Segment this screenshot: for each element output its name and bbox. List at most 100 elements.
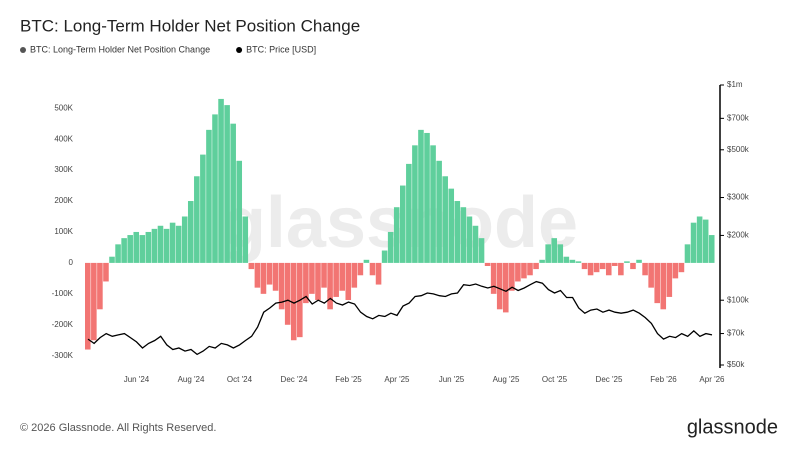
- bar: [636, 259, 642, 263]
- x-tick-label: Apr '26: [699, 375, 725, 384]
- y2-tick-label: $500k: [727, 145, 750, 154]
- bar: [363, 259, 370, 263]
- bar: [702, 219, 709, 263]
- bar: [502, 262, 509, 313]
- bar: [127, 235, 133, 263]
- bar: [157, 225, 164, 263]
- bar: [169, 222, 176, 263]
- bar: [539, 259, 545, 263]
- footer: © 2026 Glassnode. All Rights Reserved.: [20, 422, 216, 434]
- bar: [254, 262, 261, 288]
- bar: [454, 201, 461, 263]
- bar: [375, 262, 382, 285]
- bar: [406, 163, 412, 263]
- bar: [551, 238, 558, 263]
- bar: [478, 238, 485, 263]
- bar: [684, 244, 691, 263]
- y-tick-label: 100K: [54, 227, 73, 236]
- bar: [339, 262, 345, 291]
- x-tick-label: Feb '26: [650, 375, 677, 384]
- bar: [345, 262, 352, 301]
- y2-tick-label: $70k: [727, 329, 745, 338]
- bar: [496, 262, 503, 310]
- chart-title: BTC: Long-Term Holder Net Position Chang…: [20, 16, 360, 35]
- bar: [466, 216, 473, 263]
- bar: [218, 98, 224, 263]
- y2-tick-label: $1m: [727, 80, 743, 89]
- bar: [284, 262, 291, 325]
- bar: [521, 262, 527, 279]
- bar: [472, 225, 479, 263]
- y-tick-label: 500K: [54, 103, 73, 112]
- bar: [430, 145, 436, 263]
- bar: [333, 262, 339, 297]
- bar: [224, 105, 230, 263]
- bar: [230, 123, 236, 263]
- bar: [605, 262, 612, 276]
- bar: [442, 176, 448, 263]
- bar: [139, 235, 146, 263]
- bar: [509, 262, 515, 291]
- bar: [181, 216, 188, 263]
- bar: [248, 262, 255, 270]
- bar: [315, 262, 321, 301]
- x-tick-label: Aug '25: [493, 375, 520, 384]
- bar: [630, 262, 636, 270]
- bar: [103, 262, 109, 282]
- bar: [672, 262, 679, 279]
- x-tick-label: Oct '24: [227, 375, 253, 384]
- bar: [460, 207, 467, 263]
- bar: [206, 129, 212, 263]
- bar: [557, 244, 564, 263]
- bar: [436, 160, 442, 263]
- legend-label: BTC: Long-Term Holder Net Position Chang…: [30, 44, 210, 54]
- y2-tick-label: $700k: [727, 113, 750, 122]
- y2-tick-label: $100k: [727, 295, 750, 304]
- legend-marker: [236, 47, 243, 53]
- bar: [357, 262, 364, 276]
- bar: [351, 262, 358, 288]
- bar: [369, 262, 376, 276]
- bar: [527, 262, 533, 276]
- x-tick-label: Feb '25: [335, 375, 362, 384]
- bar: [175, 225, 182, 263]
- y-tick-label: -100K: [52, 289, 74, 298]
- bar: [242, 216, 249, 263]
- bar: [690, 222, 697, 263]
- bar: [260, 262, 267, 294]
- price-line: [87, 280, 713, 356]
- bar: [412, 145, 418, 263]
- bar: [624, 261, 630, 263]
- bar: [272, 262, 279, 291]
- bar: [133, 231, 140, 263]
- bar: [145, 231, 152, 263]
- bar: [484, 262, 491, 266]
- bar: [424, 132, 430, 263]
- x-tick-label: Oct '25: [542, 375, 568, 384]
- bar: [109, 256, 115, 263]
- bar: [642, 262, 648, 276]
- bar: [418, 129, 424, 263]
- y-tick-label: 400K: [54, 134, 73, 143]
- bar: [91, 262, 97, 341]
- bar: [575, 261, 582, 263]
- bar: [387, 231, 394, 263]
- bar: [327, 262, 333, 310]
- bar: [121, 238, 127, 263]
- bar: [696, 216, 703, 263]
- bar: [599, 262, 606, 270]
- bar: [200, 154, 206, 263]
- bar: [309, 262, 315, 294]
- bar: [236, 160, 243, 263]
- bar: [97, 262, 103, 310]
- bar: [303, 262, 309, 304]
- bar: [490, 262, 497, 294]
- bar: [448, 188, 455, 263]
- y-tick-label: 300K: [54, 165, 73, 174]
- bar: [660, 262, 667, 310]
- x-tick-label: Aug '24: [178, 375, 205, 384]
- bar: [393, 207, 400, 263]
- bar: [593, 262, 600, 273]
- bar: [581, 262, 588, 270]
